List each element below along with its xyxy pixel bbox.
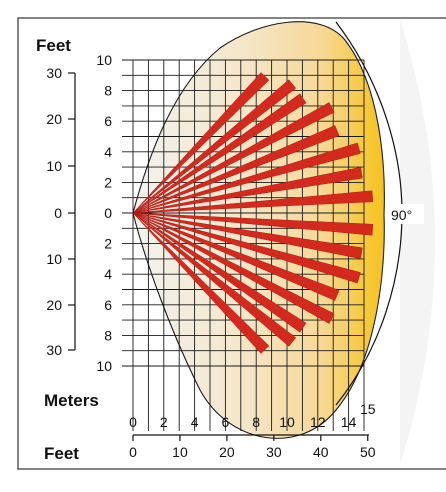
bottom-feet-tick-label: 30: [266, 444, 282, 460]
left-meter-tick-label: 2: [104, 236, 112, 252]
detection-beam: [132, 212, 374, 236]
left-feet-tick-label: 20: [46, 111, 62, 127]
bottom-meter-tick-label: 8: [252, 414, 260, 430]
left-feet-tick-label: 30: [46, 65, 62, 81]
detection-beam: [132, 125, 340, 214]
detection-beams: [132, 72, 374, 354]
detection-beam: [132, 212, 335, 324]
left-meter-tick-label: 8: [104, 83, 112, 99]
detection-beam: [132, 72, 270, 214]
bottom-feet-tick-label: 20: [219, 444, 235, 460]
detection-beam: [132, 212, 307, 333]
detection-beam: [132, 212, 270, 354]
left-feet-tick-label: 30: [46, 342, 62, 358]
bottom-meter-tick-label: 12: [310, 414, 326, 430]
detection-beam: [132, 212, 297, 347]
meters-label: Meters: [44, 391, 99, 410]
bottom-feet-tick-label: 40: [313, 444, 329, 460]
detection-beam: [132, 102, 335, 214]
detection-beam: [132, 212, 340, 301]
left-meter-tick-label: 4: [104, 144, 112, 160]
detection-beam: [132, 190, 374, 214]
feet-top-label: Feet: [36, 36, 71, 55]
bottom-feet-tick-label: 0: [129, 444, 137, 460]
left-meter-tick-label: 6: [104, 113, 112, 129]
left-feet-scale: 30 20 10 0 10 20 30: [46, 65, 75, 358]
bottom-meter-tick-label: 4: [191, 414, 199, 430]
bottom-meter-tick-label: 14: [341, 414, 357, 430]
left-meter-tick-label: 4: [104, 266, 112, 282]
left-meter-tick-label: 10: [96, 358, 112, 374]
coverage-lobe: [132, 21, 385, 439]
detection-beam: [132, 93, 307, 214]
left-meter-tick-label: 2: [104, 174, 112, 190]
bottom-feet-tick-label: 10: [172, 444, 188, 460]
left-meter-scale: 10 8 6 4 2 0 2 4 6 8 10: [96, 52, 112, 374]
detection-beam: [132, 212, 361, 284]
bottom-feet-tick-label: 50: [360, 444, 376, 460]
left-meter-tick-label: 6: [104, 297, 112, 313]
background-decoration: [400, 20, 435, 465]
left-meter-tick-label: 8: [104, 327, 112, 343]
angle-label-bg: [390, 204, 424, 224]
angle-label: 90°: [391, 207, 412, 223]
left-feet-tick-label: 10: [46, 158, 62, 174]
detection-beam: [132, 79, 297, 214]
detection-beam: [132, 167, 363, 214]
left-meter-tick-label: 10: [96, 52, 112, 68]
feet-bottom-label: Feet: [44, 444, 79, 463]
detection-beam: [132, 212, 363, 259]
bottom-meter-tick-label: 0: [129, 414, 137, 430]
left-feet-tick-label: 10: [46, 251, 62, 267]
bottom-meter-extra: 15: [360, 401, 376, 417]
bottom-meter-tick-label: 2: [160, 414, 168, 430]
bottom-meter-tick-label: 10: [279, 414, 295, 430]
bottom-meter-scale: 0 2 4 6 8 10 12 14: [129, 414, 356, 430]
left-meter-tick-label: 0: [104, 205, 112, 221]
left-feet-tick-label: 20: [46, 297, 62, 313]
bottom-feet-scale: 0 10 20 30 40 50: [129, 435, 376, 460]
left-feet-tick-label: 0: [54, 205, 62, 221]
detection-beam: [132, 142, 361, 214]
bottom-meter-tick-label: 6: [222, 414, 230, 430]
